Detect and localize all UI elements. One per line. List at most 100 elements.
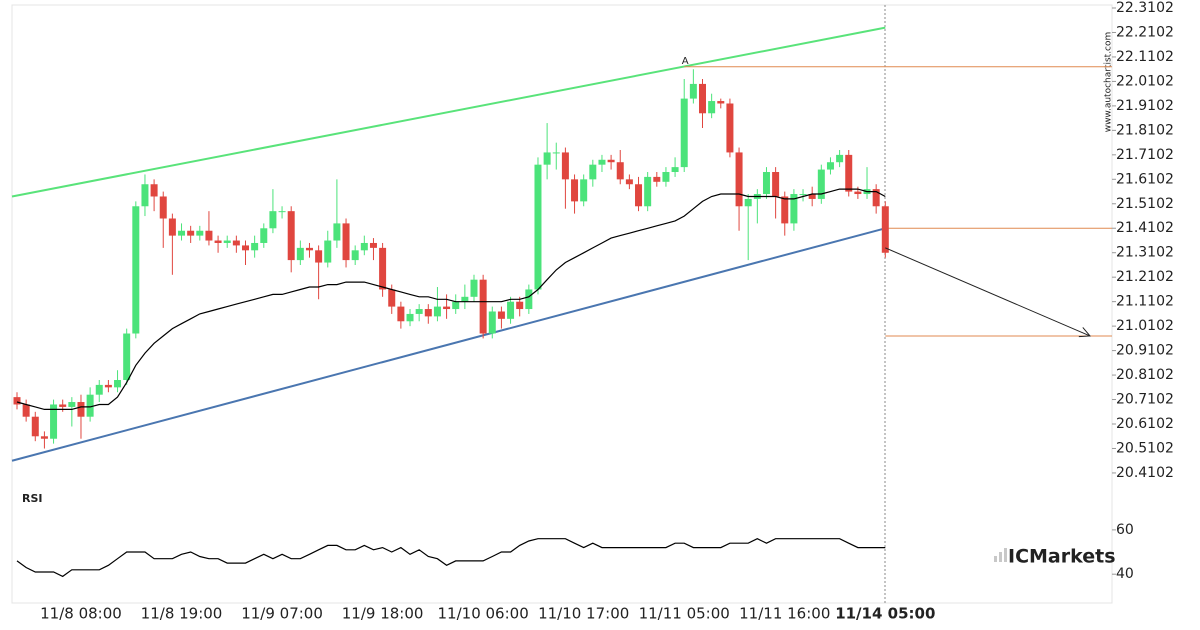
candle-body: [104, 384, 112, 388]
candle-body: [625, 179, 633, 185]
candle-body: [196, 230, 204, 236]
candle-body: [278, 211, 286, 213]
candle-body: [790, 194, 798, 224]
candle-body: [680, 98, 688, 168]
x-tick-label: 11/10 06:00: [438, 605, 529, 623]
rsi-tick-label: 40: [1116, 566, 1134, 582]
x-tick-label: 11/9 07:00: [241, 605, 323, 623]
candle-body: [726, 103, 734, 153]
candle-body: [497, 311, 505, 319]
y-tick-label: 20.7102: [1116, 392, 1174, 408]
candle-body: [178, 230, 186, 236]
forecast-arrow: [885, 247, 1091, 337]
candle-body: [644, 176, 652, 207]
candle-body: [150, 184, 158, 197]
candle-body: [415, 309, 423, 314]
y-tick-label: 22.3102: [1116, 0, 1174, 16]
y-tick-label: 21.1102: [1116, 294, 1174, 310]
candle-body: [589, 164, 597, 180]
candle-body: [369, 242, 377, 248]
candle-body: [552, 152, 560, 154]
candle-body: [123, 333, 131, 381]
candle-body: [561, 152, 569, 180]
candle-body: [86, 394, 94, 417]
candle-body: [479, 279, 487, 334]
candle-body: [159, 196, 167, 219]
pattern-label: A: [682, 56, 689, 67]
candle-body: [772, 172, 780, 197]
lower-trend-line: [11, 227, 886, 462]
candle-body: [114, 380, 122, 388]
candle-body: [689, 83, 697, 99]
moving-average: [16, 188, 886, 410]
candle-body: [214, 240, 222, 243]
candle-body: [388, 289, 396, 307]
brand-logo: ICMarkets: [994, 546, 1116, 568]
candle-body: [315, 250, 323, 263]
candle-body: [223, 240, 231, 243]
candle-body: [543, 152, 551, 165]
candle-body: [488, 311, 496, 334]
brand: ICMarkets: [1008, 546, 1116, 568]
candle-body: [507, 301, 515, 319]
candle-body: [22, 404, 30, 417]
candle-body: [40, 436, 48, 439]
y-tick-label: 20.6102: [1116, 416, 1174, 432]
candle-body: [260, 228, 268, 243]
candle-body: [424, 309, 432, 317]
y-tick-label: 22.0102: [1116, 73, 1174, 89]
rsi-line: [16, 538, 886, 578]
candle-body: [598, 159, 606, 165]
candle-body: [141, 184, 149, 207]
candle-body: [242, 245, 249, 251]
x-tick-label: 11/14 05:00: [835, 605, 935, 623]
arrow-head: [1078, 327, 1092, 338]
x-tick-label: 11/10 17:00: [538, 605, 629, 623]
candle-body: [251, 242, 259, 251]
y-tick-label: 21.2102: [1116, 269, 1174, 285]
candle-body: [744, 198, 752, 207]
candle-body: [31, 416, 39, 437]
candle-body: [443, 306, 451, 310]
candle-body: [845, 154, 853, 192]
candle-body: [717, 101, 725, 104]
candle-body: [516, 301, 524, 310]
candle-body: [333, 223, 341, 241]
candle-body: [132, 206, 140, 334]
y-tick-label: 20.9102: [1116, 343, 1174, 359]
candle-body: [534, 164, 542, 290]
x-tick-label: 11/11 16:00: [739, 605, 830, 623]
logo-bar: [994, 556, 997, 562]
candle-body: [379, 247, 387, 290]
candle-body: [452, 301, 460, 310]
candle-body: [59, 404, 67, 407]
rsi-label: RSI: [22, 492, 43, 505]
candle-body: [461, 296, 469, 302]
candle-body: [68, 402, 76, 407]
upper-trend-line: [11, 26, 886, 198]
y-tick-label: 21.3102: [1116, 245, 1174, 261]
candle-body: [607, 159, 615, 163]
candle-body: [168, 218, 176, 236]
candle-body: [799, 194, 807, 196]
candle-body: [826, 162, 834, 170]
candle-body: [662, 172, 670, 182]
candle-body: [571, 179, 579, 202]
candle-body: [205, 230, 213, 241]
candle-body: [296, 247, 304, 261]
x-tick-label: 11/9 18:00: [342, 605, 424, 623]
watermark: www.autochartist.com: [1104, 32, 1114, 133]
y-tick-label: 20.8102: [1116, 367, 1174, 383]
candle-body: [580, 179, 588, 202]
candle-body: [470, 279, 478, 297]
y-tick-label: 21.0102: [1116, 318, 1174, 334]
candle-body: [881, 206, 889, 253]
y-tick-label: 21.9102: [1116, 98, 1174, 114]
candle-body: [854, 191, 862, 195]
candle-body: [616, 162, 624, 180]
candle-body: [781, 196, 789, 224]
y-tick-label: 21.6102: [1116, 171, 1174, 187]
candle-body: [735, 152, 743, 207]
candle-body: [232, 240, 240, 246]
